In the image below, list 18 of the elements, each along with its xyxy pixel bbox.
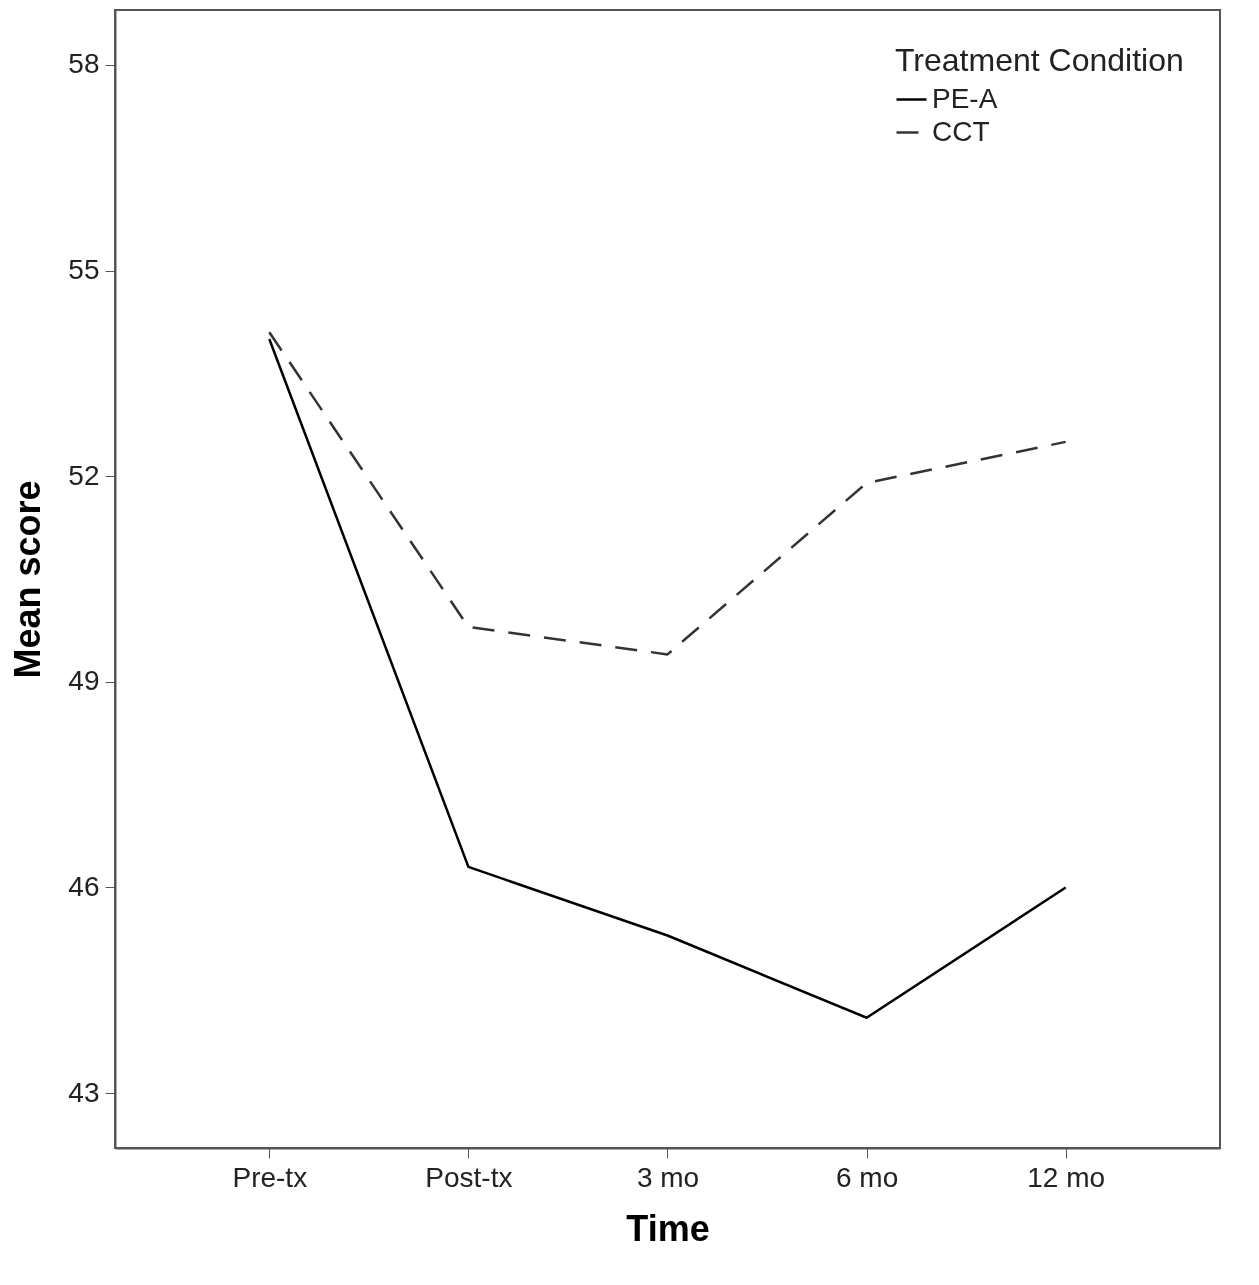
y-tick-label: 52 (68, 459, 100, 491)
y-tick-label: 58 (68, 48, 100, 80)
y-axis-title: Mean score (7, 480, 49, 679)
line-series (268, 337, 1067, 1019)
legend-label: PE-A (932, 82, 998, 114)
x-tick-label: Pre-tx (232, 1161, 308, 1193)
x-tick-label: Post-tx (425, 1161, 513, 1193)
x-tick-label: 3 mo (636, 1161, 700, 1193)
x-tick-label: 6 mo (835, 1161, 899, 1193)
y-tick-label: 43 (68, 1076, 100, 1108)
y-tick-label: 46 (68, 870, 100, 902)
legend-label: CCT (932, 115, 990, 147)
x-axis-title: Time (626, 1207, 710, 1249)
line-series (268, 330, 1067, 656)
legend-title: Treatment Condition (895, 42, 1184, 78)
x-tick-label: 12 mo (1027, 1161, 1106, 1193)
y-tick-label: 55 (68, 254, 100, 286)
y-tick-label: 49 (68, 665, 100, 697)
